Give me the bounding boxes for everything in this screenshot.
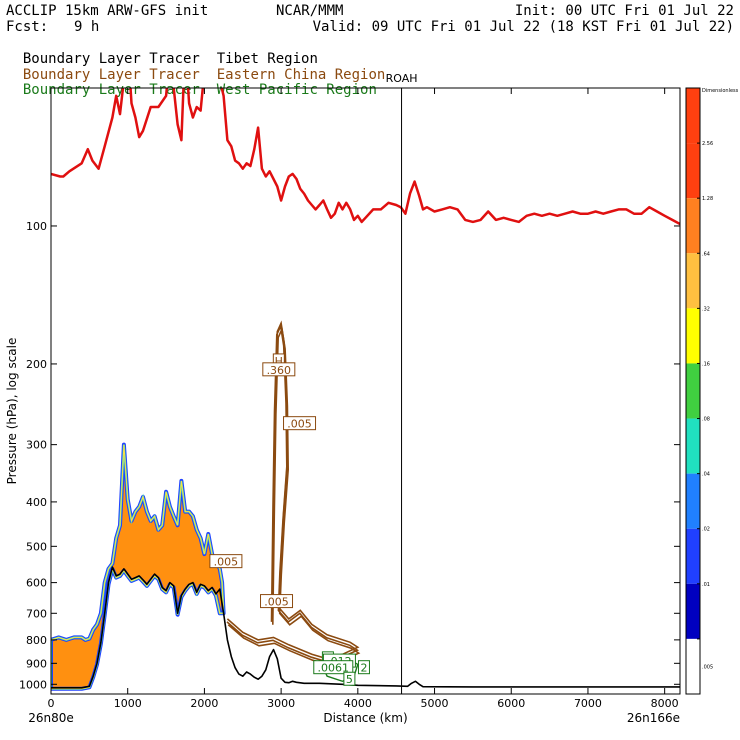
- colorbar-segment: [686, 253, 700, 309]
- contour-label: 2: [360, 662, 367, 675]
- x-axis-label: Distance (km): [323, 711, 407, 725]
- contour-label-box: [357, 660, 370, 675]
- roah-marker-label: ROAH: [386, 72, 418, 85]
- legend-region: Tibet Region: [216, 51, 318, 67]
- y-tick-label: 500: [26, 540, 47, 553]
- x-tick-label: 6000: [497, 697, 525, 710]
- colorbar-label: .16: [702, 361, 710, 367]
- colorbar-label: 1.28: [702, 196, 713, 202]
- y-tick-label: 400: [26, 496, 47, 509]
- terrain-line: [51, 566, 680, 689]
- colorbar-label: 2.56: [702, 141, 713, 147]
- contour-label-box: [343, 671, 356, 686]
- colorbar-label: .005: [702, 664, 713, 670]
- legend-line-eastern-china: Boundary Layer Tracer Eastern China Regi…: [6, 51, 385, 83]
- right-endpoint-label: 26n166e: [627, 711, 680, 725]
- legend-prefix: Boundary Layer Tracer: [22, 67, 200, 83]
- forecast-hours: 9 h: [74, 19, 100, 35]
- y-tick-label: 700: [26, 607, 47, 620]
- contour-label: .0061: [318, 662, 350, 675]
- colorbar-frame: [685, 87, 701, 695]
- valid-time: Valid: 09 UTC Fri 01 Jul 22 (18 KST Fri …: [312, 19, 734, 35]
- eastern-china-tracer-contour: [227, 326, 361, 666]
- y-tick-label: 100: [26, 220, 47, 233]
- colorbar-segment: [686, 583, 700, 639]
- eastern-china-tracer-contour: [226, 323, 360, 663]
- x-tick-label: 8000: [651, 697, 679, 710]
- colorbar-label: .04: [702, 472, 710, 478]
- contour-label: .360: [267, 364, 292, 377]
- legend-region: West Pacific Region: [216, 82, 377, 98]
- y-tick-label: 1000: [19, 678, 47, 691]
- colorbar-label: .64: [702, 251, 710, 257]
- colorbar-label: .01: [702, 582, 710, 588]
- x-tick-label: 2000: [190, 697, 218, 710]
- contour-label-box: [209, 554, 243, 569]
- colorbar-segment: [686, 198, 700, 254]
- y-tick-label: 300: [26, 439, 47, 452]
- boundary-layer-tracer-area: [51, 442, 226, 691]
- colorbar-segment: [686, 363, 700, 419]
- colorbar-segment: [686, 143, 700, 199]
- legend-line-west-pacific: Boundary Layer Tracer West Pacific Regio…: [6, 66, 377, 98]
- x-tick-label: 3000: [267, 697, 295, 710]
- contour-label: 5: [346, 673, 353, 686]
- colorbar-segment: [686, 528, 700, 584]
- eastern-china-tracer-contour: [226, 320, 360, 660]
- contour-label-box: [313, 660, 354, 675]
- contour-label: .005: [264, 596, 289, 609]
- colorbar-segment: [686, 473, 700, 529]
- legend-region: Eastern China Region: [216, 67, 386, 83]
- legend-line-tibet: Boundary Layer Tracer Tibet Region: [6, 35, 318, 67]
- x-tick-label: 4000: [344, 697, 372, 710]
- contour-label: H: [275, 355, 283, 368]
- colorbar-segment: [686, 88, 700, 144]
- colorbar-title: Dimensionless: [702, 88, 739, 94]
- model-title: ACCLIP 15km ARW-GFS init: [6, 3, 209, 19]
- colorbar-label: .08: [702, 417, 710, 423]
- y-tick-label: 900: [26, 657, 47, 670]
- colorbar-segment: [686, 308, 700, 364]
- colorbar-label: .02: [702, 527, 710, 533]
- y-tick-label: 800: [26, 634, 47, 647]
- contour-label: .005: [287, 418, 312, 431]
- forecast-label: Fcst:: [6, 19, 49, 35]
- y-axis-label: Pressure (hPa), log scale: [5, 338, 19, 485]
- legend-prefix: Boundary Layer Tracer: [22, 51, 200, 67]
- x-tick-label: 5000: [421, 697, 449, 710]
- init-time: Init: 00 UTC Fri 01 Jul 22: [514, 3, 734, 19]
- x-tick-label: 1000: [114, 697, 142, 710]
- colorbar-segment: [686, 418, 700, 474]
- left-endpoint-label: 26n80e: [28, 711, 74, 725]
- x-tick-label: 0: [48, 697, 55, 710]
- org-label: NCAR/MMM: [276, 3, 344, 19]
- contour-label: .005: [214, 556, 239, 569]
- colorbar-label: .32: [702, 306, 710, 312]
- contour-label-box: [283, 416, 317, 431]
- contour-label-box: [262, 362, 296, 377]
- x-tick-label: 7000: [574, 697, 602, 710]
- tropopause-line: [51, 88, 680, 226]
- y-tick-label: 600: [26, 577, 47, 590]
- colorbar-segment: [686, 638, 700, 694]
- tracer-edge-band: [51, 444, 225, 690]
- plot-frame: [50, 87, 681, 695]
- y-tick-label: 200: [26, 358, 47, 371]
- contour-label-box: [260, 594, 294, 609]
